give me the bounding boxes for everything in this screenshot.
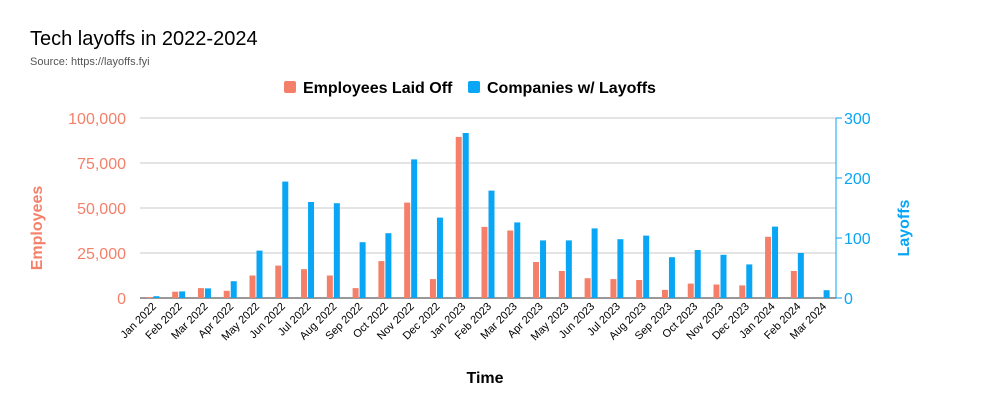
legend-swatch-employees — [284, 81, 296, 93]
bar-companies — [720, 254, 727, 298]
bar-employees — [455, 136, 462, 298]
bar-employees — [275, 265, 282, 298]
chart-title: Tech layoffs in 2022-2024 — [30, 28, 258, 50]
bar-companies — [385, 233, 392, 298]
y2-tick-label: 0 — [844, 291, 853, 308]
y2-tick-label: 200 — [844, 171, 871, 188]
y2-tick-label: 300 — [844, 111, 871, 128]
bar-companies — [411, 159, 418, 298]
bar-employees — [172, 291, 179, 298]
series-companies-with-layoffs — [153, 133, 830, 298]
gridlines — [140, 117, 836, 299]
right-axis: 0 100 200 300 — [835, 111, 871, 308]
bar-employees — [739, 285, 746, 298]
bar-employees — [249, 275, 256, 298]
y-tick-label: 50,000 — [77, 201, 126, 218]
y2-tick-label: 100 — [844, 231, 871, 248]
bar-employees — [584, 278, 591, 298]
y-tick-label: 25,000 — [77, 246, 126, 263]
y-tick-label: 75,000 — [77, 156, 126, 173]
bar-employees — [301, 269, 308, 298]
bar-companies — [462, 133, 469, 298]
bar-companies — [797, 253, 804, 298]
bar-employees — [661, 289, 668, 298]
bar-companies — [333, 203, 340, 298]
bar-companies — [772, 226, 779, 298]
y-tick-label: 100,000 — [68, 111, 126, 128]
bar-companies — [282, 181, 289, 298]
bar-companies — [694, 250, 701, 298]
bar-employees — [378, 261, 385, 298]
bar-employees — [558, 271, 565, 298]
bar-employees — [223, 290, 230, 298]
bar-employees — [146, 297, 153, 298]
bar-employees — [352, 288, 359, 298]
bar-companies — [179, 291, 186, 298]
series-employees-laid-off — [146, 136, 797, 298]
bar-companies — [488, 190, 495, 298]
legend: Employees Laid Off Companies w/ Layoffs — [284, 80, 656, 97]
left-axis: 0 25,000 50,000 75,000 100,000 — [68, 111, 126, 308]
bar-employees — [404, 202, 411, 298]
bar-employees — [636, 280, 643, 298]
bar-employees — [610, 279, 617, 298]
legend-label-companies: Companies w/ Layoffs — [487, 80, 656, 97]
y2-axis-label: Layoffs — [896, 199, 913, 256]
bar-companies — [204, 288, 211, 298]
legend-swatch-companies — [468, 81, 480, 93]
bar-companies — [643, 235, 650, 298]
bar-employees — [765, 236, 772, 298]
bar-companies — [256, 250, 263, 298]
bar-companies — [591, 228, 598, 298]
bar-companies — [153, 296, 160, 298]
bar-companies — [668, 257, 675, 298]
bar-employees — [713, 284, 720, 298]
bar-employees — [507, 230, 514, 298]
bar-companies — [746, 264, 753, 298]
bar-employees — [481, 226, 488, 298]
legend-item-companies[interactable]: Companies w/ Layoffs — [468, 80, 656, 97]
y-tick-label: 0 — [117, 291, 126, 308]
bar-employees — [790, 271, 797, 298]
bar-companies — [230, 281, 237, 298]
legend-item-employees[interactable]: Employees Laid Off — [284, 80, 453, 97]
chart-subtitle: Source: https://layoffs.fyi — [30, 56, 150, 68]
y-axis-label: Employees — [29, 186, 46, 271]
bar-employees — [429, 279, 436, 298]
bar-employees — [533, 262, 540, 298]
bar-employees — [197, 288, 204, 298]
bar-companies — [308, 202, 315, 298]
bar-companies — [823, 290, 830, 298]
bar-companies — [565, 240, 572, 298]
x-axis-label: Time — [466, 370, 503, 387]
bar-employees — [326, 275, 333, 298]
bar-companies — [514, 222, 521, 298]
legend-label-employees: Employees Laid Off — [303, 80, 453, 97]
bar-companies — [359, 242, 366, 298]
bar-employees — [687, 283, 694, 298]
bar-companies — [540, 240, 547, 298]
bar-companies — [617, 239, 624, 298]
bar-companies — [436, 217, 443, 298]
